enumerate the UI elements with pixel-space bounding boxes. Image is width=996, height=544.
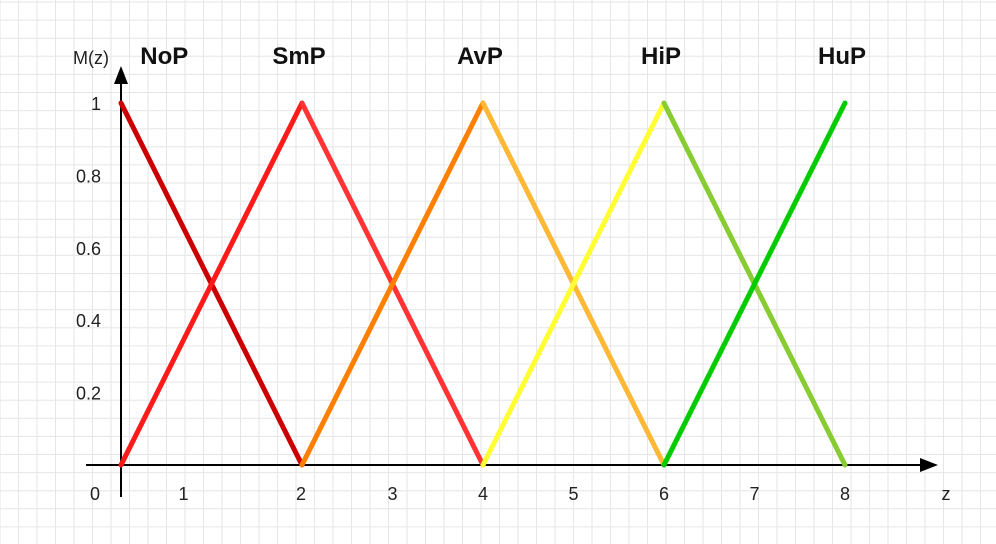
x-tick-label: 1 — [178, 484, 188, 504]
y-tick-label: 0.4 — [76, 311, 101, 331]
y-tick-label: 0.8 — [76, 166, 101, 186]
x-tick-label: 5 — [568, 484, 578, 504]
axes — [86, 66, 938, 497]
x-tick-label: 3 — [387, 484, 397, 504]
series-label-smp: SmP — [272, 43, 325, 70]
y-axis-title: M(z) — [73, 48, 109, 68]
series-label-avp: AvP — [457, 43, 503, 70]
y-tick-label: 1 — [91, 94, 101, 114]
y-tick-label: 0.6 — [76, 239, 101, 259]
x-tick-label: 6 — [659, 484, 669, 504]
x-tick-label: 0 — [90, 484, 100, 504]
y-tick-label: 0.2 — [76, 384, 101, 404]
x-tick-label: 8 — [840, 484, 850, 504]
series-line-hup — [661, 100, 848, 468]
labels: 0 1 2 3 4 5 6 7 8 0.2 0.4 0.6 0.8 1 M(z) z NoP SmP AvP HiP H… — [73, 43, 951, 504]
x-tick-label: 4 — [478, 484, 488, 504]
series-line-hip — [480, 100, 667, 468]
y-axis-arrow — [114, 66, 128, 84]
x-tick-label: 7 — [749, 484, 759, 504]
series-label-nop: NoP — [140, 43, 188, 70]
x-axis-arrow — [920, 458, 938, 472]
x-axis-title: z — [942, 484, 951, 504]
series-line-smp — [118, 100, 305, 468]
series-lines — [118, 100, 848, 468]
x-tick-label: 2 — [296, 484, 306, 504]
series-label-hip: HiP — [641, 43, 681, 70]
series-label-hup: HuP — [818, 43, 866, 70]
series-line-avp — [299, 100, 486, 468]
